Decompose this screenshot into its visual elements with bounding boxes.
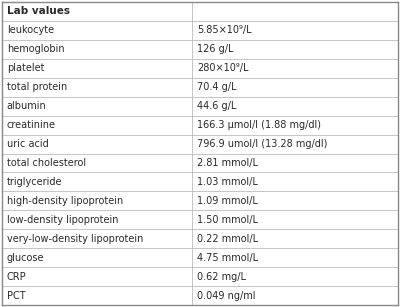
Bar bbox=[192, 21, 398, 40]
Text: 5.85×10⁹/L: 5.85×10⁹/L bbox=[197, 25, 252, 35]
Text: triglyceride: triglyceride bbox=[7, 177, 62, 187]
Bar bbox=[192, 192, 398, 211]
Bar bbox=[2, 154, 192, 173]
Bar bbox=[2, 192, 192, 211]
Text: total protein: total protein bbox=[7, 82, 67, 92]
Text: glucose: glucose bbox=[7, 253, 44, 263]
Bar bbox=[2, 21, 192, 40]
Bar bbox=[192, 59, 398, 78]
Text: uric acid: uric acid bbox=[7, 139, 48, 149]
Bar bbox=[192, 96, 398, 115]
Bar bbox=[192, 211, 398, 230]
Text: CRP: CRP bbox=[7, 272, 26, 282]
Text: 796.9 umol/l (13.28 mg/dl): 796.9 umol/l (13.28 mg/dl) bbox=[197, 139, 327, 149]
Text: 0.049 ng/ml: 0.049 ng/ml bbox=[197, 291, 255, 301]
Bar bbox=[2, 286, 192, 305]
Text: platelet: platelet bbox=[7, 63, 44, 73]
Text: 0.62 mg/L: 0.62 mg/L bbox=[197, 272, 246, 282]
Bar bbox=[2, 59, 192, 78]
Text: very-low-density lipoprotein: very-low-density lipoprotein bbox=[7, 234, 143, 244]
Text: creatinine: creatinine bbox=[7, 120, 56, 130]
Bar bbox=[2, 267, 192, 286]
Bar bbox=[192, 173, 398, 192]
Bar bbox=[2, 77, 192, 96]
Text: 0.22 mmol/L: 0.22 mmol/L bbox=[197, 234, 258, 244]
Bar bbox=[192, 115, 398, 134]
Text: 126 g/L: 126 g/L bbox=[197, 44, 233, 54]
Text: Lab values: Lab values bbox=[7, 6, 70, 16]
Bar bbox=[2, 134, 192, 154]
Text: hemoglobin: hemoglobin bbox=[7, 44, 64, 54]
Bar bbox=[192, 2, 398, 21]
Bar bbox=[192, 40, 398, 59]
Bar bbox=[192, 286, 398, 305]
Text: 44.6 g/L: 44.6 g/L bbox=[197, 101, 236, 111]
Text: 166.3 μmol/l (1.88 mg/dl): 166.3 μmol/l (1.88 mg/dl) bbox=[197, 120, 321, 130]
Bar bbox=[192, 134, 398, 154]
Bar bbox=[192, 154, 398, 173]
Text: high-density lipoprotein: high-density lipoprotein bbox=[7, 196, 123, 206]
Bar bbox=[2, 248, 192, 267]
Text: albumin: albumin bbox=[7, 101, 46, 111]
Text: low-density lipoprotein: low-density lipoprotein bbox=[7, 215, 118, 225]
Bar bbox=[2, 115, 192, 134]
Text: 1.03 mmol/L: 1.03 mmol/L bbox=[197, 177, 258, 187]
Text: 1.09 mmol/L: 1.09 mmol/L bbox=[197, 196, 258, 206]
Text: 280×10⁹/L: 280×10⁹/L bbox=[197, 63, 248, 73]
Bar bbox=[2, 211, 192, 230]
Bar bbox=[192, 248, 398, 267]
Bar bbox=[192, 77, 398, 96]
Text: 4.75 mmol/L: 4.75 mmol/L bbox=[197, 253, 258, 263]
Bar bbox=[192, 229, 398, 248]
Bar bbox=[2, 2, 192, 21]
Text: 70.4 g/L: 70.4 g/L bbox=[197, 82, 236, 92]
Bar bbox=[2, 40, 192, 59]
Bar bbox=[2, 229, 192, 248]
Text: 2.81 mmol/L: 2.81 mmol/L bbox=[197, 158, 258, 168]
Text: leukocyte: leukocyte bbox=[7, 25, 54, 35]
Text: PCT: PCT bbox=[7, 291, 26, 301]
Text: total cholesterol: total cholesterol bbox=[7, 158, 86, 168]
Bar bbox=[2, 96, 192, 115]
Text: 1.50 mmol/L: 1.50 mmol/L bbox=[197, 215, 258, 225]
Bar bbox=[2, 173, 192, 192]
Bar bbox=[192, 267, 398, 286]
